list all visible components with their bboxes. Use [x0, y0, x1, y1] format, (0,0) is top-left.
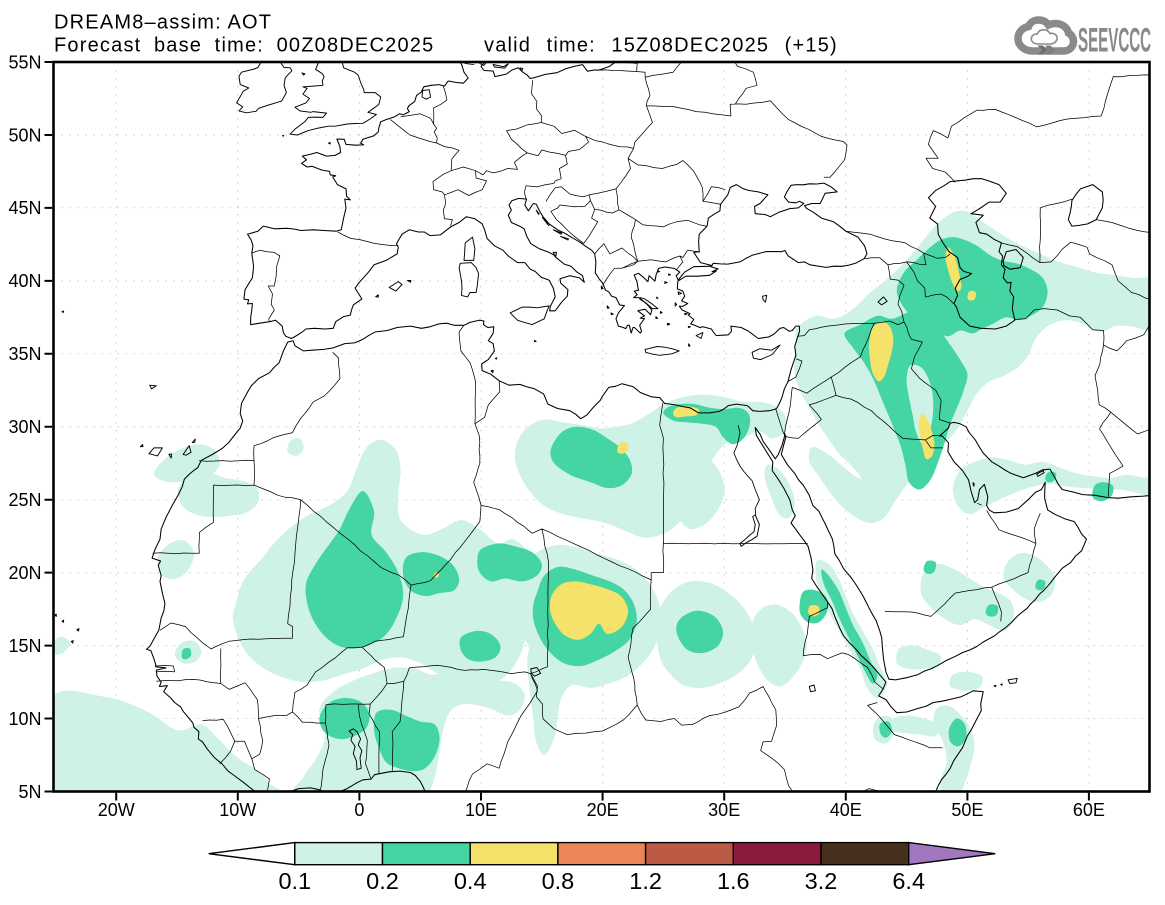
svg-text:55N: 55N — [8, 52, 41, 72]
svg-text:valid time: 15Z08DEC2025 (+15): valid time: 15Z08DEC2025 (+15) — [484, 35, 838, 57]
svg-text:40N: 40N — [8, 271, 41, 291]
svg-text:6.4: 6.4 — [892, 868, 925, 894]
svg-text:25N: 25N — [8, 490, 41, 510]
svg-text:3.2: 3.2 — [805, 868, 838, 894]
svg-text:10W: 10W — [219, 800, 256, 820]
svg-text:0.8: 0.8 — [542, 868, 575, 894]
svg-text:50E: 50E — [951, 800, 983, 820]
svg-text:SEEVCCC: SEEVCCC — [1078, 20, 1151, 59]
svg-text:50N: 50N — [8, 125, 41, 145]
svg-text:0: 0 — [354, 800, 364, 820]
svg-text:0.4: 0.4 — [454, 868, 487, 894]
svg-text:60E: 60E — [1073, 800, 1105, 820]
svg-text:35N: 35N — [8, 344, 41, 364]
svg-text:DREAM8–assim: AOT: DREAM8–assim: AOT — [54, 12, 272, 34]
svg-text:20E: 20E — [587, 800, 619, 820]
svg-text:10N: 10N — [8, 709, 41, 729]
svg-text:5N: 5N — [18, 782, 41, 802]
svg-text:20N: 20N — [8, 563, 41, 583]
svg-text:Forecast base time: 00Z08DEC20: Forecast base time: 00Z08DEC2025 — [54, 35, 434, 57]
svg-text:30N: 30N — [8, 417, 41, 437]
svg-text:1.6: 1.6 — [717, 868, 750, 894]
svg-text:45N: 45N — [8, 198, 41, 218]
svg-text:40E: 40E — [830, 800, 862, 820]
svg-text:20W: 20W — [98, 800, 135, 820]
svg-text:0.2: 0.2 — [366, 868, 399, 894]
svg-text:15N: 15N — [8, 636, 41, 656]
svg-text:0.1: 0.1 — [278, 868, 311, 894]
svg-text:30E: 30E — [708, 800, 740, 820]
svg-text:10E: 10E — [465, 800, 497, 820]
svg-text:1.2: 1.2 — [629, 868, 662, 894]
